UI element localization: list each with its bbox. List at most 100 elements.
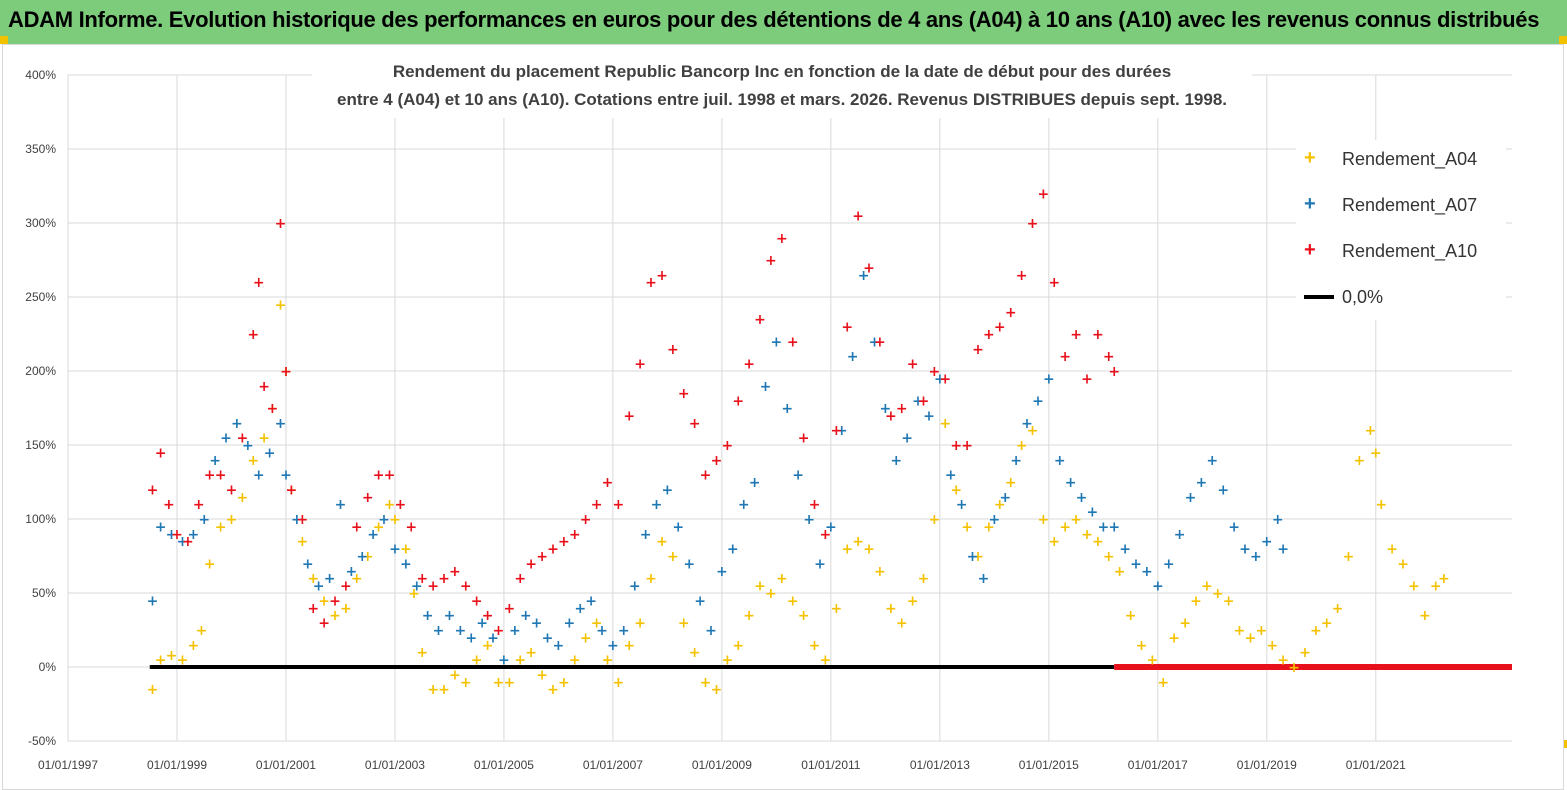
point-a04: + [602, 653, 614, 669]
legend-marker-a10: + [1304, 239, 1316, 261]
point-a04: + [166, 648, 178, 664]
legend-marker-a04: + [1304, 147, 1316, 169]
point-a10: + [286, 482, 298, 498]
point-a04: + [1005, 475, 1017, 491]
point-a07: + [988, 512, 1000, 528]
point-a04: + [656, 534, 668, 550]
point-a04: + [400, 542, 412, 558]
point-a10: + [1092, 327, 1104, 343]
point-a07: + [1217, 482, 1229, 498]
point-a10: + [885, 408, 897, 424]
point-a07: + [444, 608, 456, 624]
x-tick-label: 01/01/2005 [474, 758, 534, 772]
point-a04: + [1201, 579, 1213, 595]
point-a04: + [286, 482, 298, 498]
x-tick-label: 01/01/2017 [1128, 758, 1188, 772]
point-a04: + [841, 542, 853, 558]
point-a04: + [318, 593, 330, 609]
point-a04: + [1092, 534, 1104, 550]
point-a10: + [994, 320, 1006, 336]
point-a10: + [830, 423, 842, 439]
point-a07: + [324, 571, 336, 587]
point-a10: + [558, 534, 570, 550]
chart-title: Rendement du placement Republic Bancorp … [312, 56, 1252, 118]
point-a04: + [1277, 653, 1289, 669]
point-a04: + [852, 534, 864, 550]
point-a10: + [460, 579, 472, 595]
point-a04: + [373, 519, 385, 535]
y-tick-label: 150% [25, 438, 56, 452]
point-a04: + [307, 571, 319, 587]
point-a07: + [1119, 542, 1131, 558]
point-a04: + [983, 519, 995, 535]
point-a07: + [411, 579, 423, 595]
point-a04: + [1397, 556, 1409, 572]
point-a07: + [1152, 579, 1164, 595]
point-a10: + [721, 438, 733, 454]
point-a04: + [765, 586, 777, 602]
point-a04: + [863, 542, 875, 558]
legend-item-a04: + Rendement_A04 [1296, 144, 1506, 174]
point-a10: + [427, 579, 439, 595]
point-a10: + [384, 468, 396, 484]
point-a07: + [705, 623, 717, 639]
point-a10: + [689, 416, 701, 432]
point-a07: + [553, 638, 565, 654]
y-tick-label: 200% [25, 364, 56, 378]
point-a04: + [1038, 512, 1050, 528]
point-a04: + [1354, 453, 1366, 469]
point-a07: + [220, 431, 232, 447]
point-a04: + [743, 608, 755, 624]
point-a10: + [351, 519, 363, 535]
point-a04: + [961, 519, 973, 535]
point-a07: + [879, 401, 891, 417]
point-a10: + [1059, 349, 1071, 365]
point-a07: + [1228, 519, 1240, 535]
point-a10: + [449, 564, 461, 580]
point-a10: + [1048, 275, 1060, 291]
chart-legend: + Rendement_A04 + Rendement_A07 + Rendem… [1296, 140, 1506, 320]
point-a10: + [743, 357, 755, 373]
point-a04: + [634, 616, 646, 632]
point-a07: + [1185, 490, 1197, 506]
point-a07: + [147, 593, 159, 609]
point-a10: + [226, 482, 238, 498]
point-a07: + [1196, 475, 1208, 491]
point-a04: + [1288, 660, 1300, 676]
point-a07: + [978, 571, 990, 587]
point-a10: + [907, 357, 919, 373]
x-tick-label: 01/01/2013 [910, 758, 970, 772]
point-a04: + [700, 675, 712, 691]
point-a07: + [858, 268, 870, 284]
point-a04: + [1321, 616, 1333, 632]
point-a07: + [945, 468, 957, 484]
point-a07: + [1010, 453, 1022, 469]
point-a10: + [939, 371, 951, 387]
point-a04: + [580, 630, 592, 646]
point-a10: + [591, 497, 603, 513]
point-a07: + [498, 653, 510, 669]
point-a10: + [329, 593, 341, 609]
point-a04: + [721, 653, 733, 669]
point-a07: + [242, 438, 254, 454]
point-a07: + [345, 564, 357, 580]
point-a10: + [296, 512, 308, 528]
point-a10: + [253, 275, 265, 291]
x-tick-label: 01/01/2015 [1019, 758, 1079, 772]
point-a04: + [1168, 630, 1180, 646]
point-a04: + [280, 364, 292, 380]
point-a10: + [569, 527, 581, 543]
point-a07: + [956, 497, 968, 513]
point-a10: + [493, 623, 505, 639]
legend-marker-a07: + [1304, 193, 1316, 215]
banner-corner-mark-left [0, 36, 8, 44]
point-a07: + [607, 638, 619, 654]
point-a07: + [302, 556, 314, 572]
point-a04: + [1125, 608, 1137, 624]
point-a04: + [787, 593, 799, 609]
point-a07: + [275, 416, 287, 432]
point-a04: + [1370, 445, 1382, 461]
point-a07: + [847, 349, 859, 365]
point-a04: + [1059, 519, 1071, 535]
point-a04: + [907, 593, 919, 609]
